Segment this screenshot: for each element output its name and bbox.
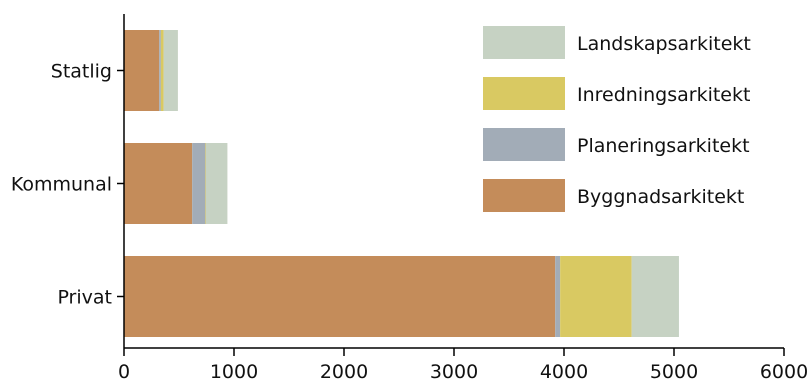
legend-label-inredningsarkitekt: Inredningsarkitekt bbox=[577, 84, 750, 106]
legend-label-planeringsarkitekt: Planeringsarkitekt bbox=[577, 135, 750, 157]
category-label-statlig: Statlig bbox=[51, 61, 112, 83]
category-labels-group: Statlig Kommunal Privat bbox=[11, 61, 124, 309]
bar-kommunal-planeringsarkitekt bbox=[192, 143, 206, 224]
bar-statlig-inredningsarkitekt bbox=[160, 30, 164, 111]
bars-group bbox=[124, 30, 679, 337]
legend-swatch-inredningsarkitekt bbox=[483, 77, 565, 110]
legend-swatch-planeringsarkitekt bbox=[483, 128, 565, 161]
x-tick-label-1000: 1000 bbox=[210, 361, 258, 383]
legend-swatch-byggnadsarkitekt bbox=[483, 179, 565, 212]
category-label-kommunal: Kommunal bbox=[11, 174, 112, 196]
x-ticks-group: 0 1000 2000 3000 4000 5000 6000 bbox=[118, 348, 808, 383]
category-label-privat: Privat bbox=[57, 287, 112, 309]
bar-statlig-planeringsarkitekt bbox=[159, 30, 161, 111]
x-tick-label-0: 0 bbox=[118, 361, 130, 383]
legend-label-landskapsarkitekt: Landskapsarkitekt bbox=[577, 33, 751, 55]
bar-privat-planeringsarkitekt bbox=[555, 256, 561, 337]
x-tick-label-4000: 4000 bbox=[540, 361, 588, 383]
x-tick-label-3000: 3000 bbox=[430, 361, 478, 383]
bar-statlig-byggnadsarkitekt bbox=[124, 30, 160, 111]
x-tick-label-6000: 6000 bbox=[760, 361, 808, 383]
legend-label-byggnadsarkitekt: Byggnadsarkitekt bbox=[577, 186, 744, 208]
x-tick-label-2000: 2000 bbox=[320, 361, 368, 383]
bar-kommunal-byggnadsarkitekt bbox=[124, 143, 193, 224]
bar-kommunal-inredningsarkitekt bbox=[205, 143, 206, 224]
bar-privat-inredningsarkitekt bbox=[560, 256, 632, 337]
bar-kommunal-landskapsarkitekt bbox=[205, 143, 228, 224]
legend: Landskapsarkitekt Inredningsarkitekt Plane… bbox=[483, 26, 751, 212]
x-tick-label-5000: 5000 bbox=[650, 361, 698, 383]
legend-swatch-landskapsarkitekt bbox=[483, 26, 565, 59]
bar-privat-landskapsarkitekt bbox=[631, 256, 679, 337]
bar-statlig-landskapsarkitekt bbox=[163, 30, 178, 111]
bar-privat-byggnadsarkitekt bbox=[124, 256, 556, 337]
